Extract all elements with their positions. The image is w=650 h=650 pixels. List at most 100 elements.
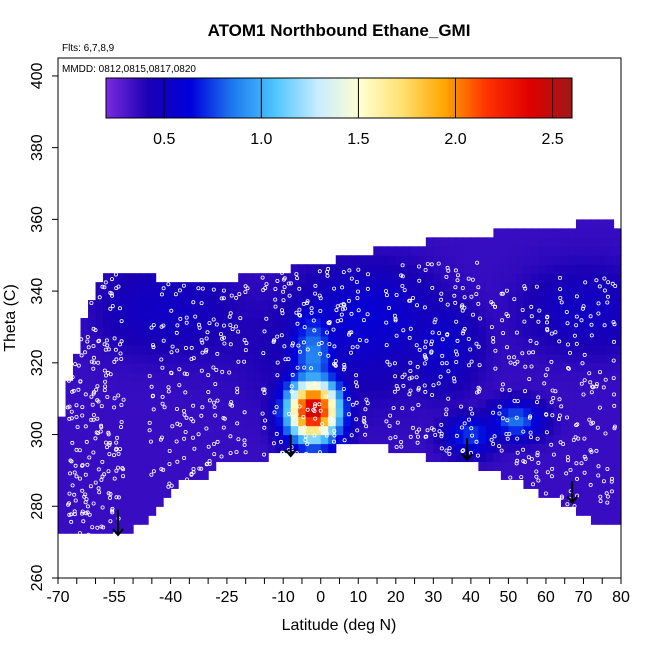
flight-track-point	[605, 294, 610, 299]
heatmap-cell	[410, 416, 419, 427]
flight-track-point	[475, 453, 480, 458]
flight-track-point	[446, 268, 451, 273]
heatmap-cell	[463, 309, 472, 319]
heatmap-cell	[485, 389, 494, 400]
flight-track-point	[520, 351, 525, 356]
heatmap-cell	[545, 416, 555, 427]
heatmap-cell	[598, 488, 607, 498]
heatmap-cell	[73, 407, 82, 418]
heatmap-cell	[575, 371, 585, 382]
flight-track-point	[430, 392, 435, 397]
heatmap-cell	[485, 264, 494, 274]
heatmap-cell	[478, 326, 487, 337]
heatmap-cell	[485, 380, 494, 391]
heatmap-cell	[155, 407, 164, 418]
heatmap-cell	[335, 362, 344, 373]
heatmap-cell	[500, 416, 509, 427]
flight-track-point	[565, 502, 570, 507]
heatmap-cell	[373, 434, 382, 445]
heatmap-cell	[410, 344, 419, 355]
flight-track-point	[287, 293, 292, 298]
heatmap-cell	[605, 344, 615, 355]
heatmap-cell	[485, 353, 494, 364]
heatmap-cell	[500, 470, 509, 480]
heatmap-cell	[493, 264, 502, 274]
flight-track-point	[149, 384, 154, 389]
heatmap-cell	[290, 362, 299, 373]
heatmap-cell	[583, 425, 592, 436]
flight-track-point	[415, 364, 420, 369]
flight-track-point	[74, 414, 79, 419]
heatmap-cell	[260, 344, 269, 355]
heatmap-cell	[373, 425, 382, 436]
heatmap-cell	[275, 309, 284, 319]
heatmap-cell	[178, 353, 187, 364]
heatmap-cell	[538, 488, 547, 498]
heatmap-cell	[418, 371, 427, 382]
heatmap-cell	[350, 380, 359, 391]
flight-track-point	[174, 439, 179, 444]
flight-track-point	[94, 387, 99, 392]
heatmap-cell	[95, 443, 104, 454]
flight-track-point	[93, 436, 98, 441]
heatmap-cell	[590, 470, 600, 480]
heatmap-cell	[425, 398, 434, 409]
heatmap-cell	[80, 425, 89, 436]
flight-track-point	[589, 322, 594, 327]
flight-track-point	[436, 381, 441, 386]
heatmap-cell	[350, 335, 359, 346]
heatmap-cell	[433, 255, 442, 265]
heatmap-cell	[238, 443, 247, 454]
flight-track-point	[543, 373, 548, 378]
arrow	[566, 481, 578, 505]
flight-track-point	[409, 375, 414, 380]
heatmap-cell	[440, 452, 449, 463]
flight-track-point	[101, 525, 106, 530]
heatmap-cell	[500, 398, 509, 409]
heatmap-cell	[448, 255, 457, 265]
flight-track-point	[93, 328, 98, 333]
heatmap-cell	[500, 228, 509, 238]
heatmap-cell	[80, 443, 89, 454]
heatmap-cell	[268, 434, 277, 445]
heatmap-cell	[388, 300, 397, 310]
heatmap-cell	[523, 344, 532, 355]
flight-track-point	[183, 345, 188, 350]
heatmap-cell	[118, 407, 127, 418]
heatmap-cell	[515, 264, 525, 274]
heatmap-cell	[133, 309, 142, 319]
flight-track-point	[387, 423, 392, 428]
heatmap-cell	[140, 389, 149, 400]
heatmap-cell	[230, 362, 239, 373]
x-tick-label: 70	[575, 589, 593, 606]
heatmap-cell	[478, 452, 487, 463]
flight-track-point	[597, 405, 602, 410]
heatmap-cell	[598, 353, 607, 364]
heatmap-cell	[538, 273, 547, 283]
heatmap-cell	[328, 318, 337, 328]
heatmap-cell	[230, 344, 239, 355]
heatmap-cell	[598, 389, 607, 400]
heatmap-cell	[568, 282, 577, 292]
heatmap-cell	[73, 371, 82, 382]
heatmap-cell	[200, 326, 209, 337]
flight-track-point	[118, 447, 123, 452]
heatmap-cell	[500, 434, 509, 445]
heatmap-cell	[80, 524, 89, 534]
heatmap-cell	[583, 443, 592, 454]
heatmap-cell	[388, 335, 397, 346]
heatmap-cell	[80, 452, 89, 463]
heatmap-cell	[238, 452, 247, 463]
heatmap-cell	[298, 371, 307, 382]
flight-track-point	[605, 494, 610, 499]
flight-track-point	[72, 509, 77, 514]
flight-track-point	[324, 330, 329, 335]
heatmap-cell	[148, 479, 157, 489]
flight-track-point	[177, 383, 182, 388]
heatmap-cell	[395, 380, 404, 391]
flight-track-point	[571, 437, 576, 442]
heatmap-cell	[448, 335, 457, 346]
heatmap-cell	[373, 273, 382, 283]
heatmap-cell	[170, 371, 179, 382]
heatmap-cell	[560, 443, 570, 454]
